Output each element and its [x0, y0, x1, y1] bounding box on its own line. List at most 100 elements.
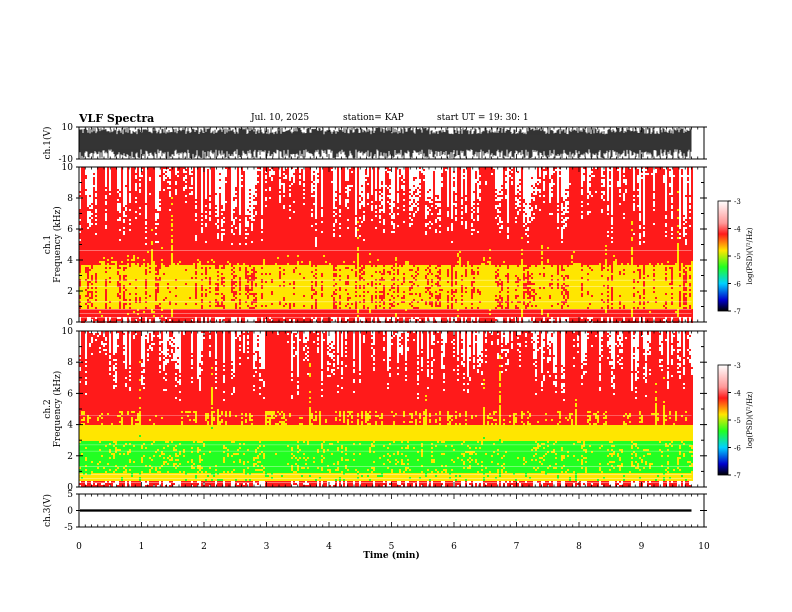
- ch1-spectrogram-cells: [159, 269, 161, 307]
- ch2-spectrogram-cells: [357, 413, 359, 481]
- ch2-spectrogram-cells: [151, 331, 153, 349]
- ch2-spectrogram-cells: [89, 333, 91, 487]
- ch1-spectrogram-cells: [107, 259, 109, 309]
- ch2-spectrogram-cells: [425, 441, 427, 477]
- ch2-spectrogram-cells: [195, 331, 197, 487]
- ch2-spectrogram-cells: [591, 441, 593, 473]
- ch1-spectrogram-cells: [99, 261, 101, 313]
- ch1-spectrogram-cells: [539, 265, 541, 309]
- ch2-spectrogram-cells: [185, 331, 187, 487]
- ch1-spectrogram-cells: [289, 265, 291, 303]
- ch2-colorbar-label: log(PSD)(V²/Hz): [746, 391, 754, 448]
- ch1-spectrogram-cells: [515, 195, 517, 317]
- ch2-spectrogram-cells: [301, 417, 303, 481]
- ch1-spectrogram-cells: [89, 195, 91, 317]
- ch2-spectrogram-cells: [105, 441, 107, 471]
- ch2-spectrogram-cells: [399, 441, 401, 469]
- ch1-spectrogram-cells: [313, 173, 315, 183]
- ch2-spectrogram-cells: [451, 341, 453, 343]
- ch1-spectrogram-cells: [317, 173, 319, 323]
- ch2-spectrogram-cells: [241, 441, 243, 473]
- ch2-spectrogram-cells: [633, 331, 635, 483]
- ch2-spectrogram-cells: [309, 363, 311, 481]
- ch1-spectrogram-cells: [351, 167, 353, 323]
- ch2-spectrogram-cells: [457, 331, 459, 487]
- ch1-spectrogram-cells: [193, 263, 195, 309]
- ch1-spectrogram-cells: [433, 265, 435, 309]
- ch1-spectrogram-cells: [455, 193, 457, 323]
- ch2-spectrogram-cells: [367, 441, 369, 477]
- ch1-spectrogram-cells: [291, 169, 293, 177]
- ch1-spectrogram-cells: [447, 265, 449, 305]
- ch1-spectrogram-cells: [671, 265, 673, 309]
- ch1-spectrogram-cells: [493, 169, 495, 323]
- ch2-spectrogram-cells: [495, 411, 497, 481]
- ch2-spectrogram-cells: [355, 425, 357, 481]
- ch2-spectrogram-cells: [515, 413, 517, 479]
- ch1-spectrogram-cells: [405, 167, 407, 323]
- ch2-spectrogram-cells: [663, 441, 665, 481]
- ch1-spectrogram-cells: [587, 267, 589, 307]
- ch1-spectrogram-cells: [577, 263, 579, 309]
- ch1-spectrogram-cells: [533, 265, 535, 309]
- ch2-spectrogram-cells: [679, 425, 681, 481]
- ch1-spectrogram-cells: [687, 265, 689, 309]
- ch1-spectrogram-cells: [411, 167, 413, 221]
- ch1-spectrogram-cells: [397, 191, 399, 321]
- ch2-spectrogram-cells: [215, 441, 217, 473]
- ch2-spectrogram-cells: [199, 443, 201, 473]
- ch1-spectrogram-cells: [195, 167, 197, 241]
- ch2-spectrogram-cells: [409, 441, 411, 479]
- ch2-spectrogram-cells: [615, 425, 617, 481]
- ch2-spectrogram-cells: [439, 441, 441, 473]
- ch2-spectrogram-cells: [581, 333, 583, 483]
- ch1-spectrogram-cells: [105, 167, 107, 321]
- ch2-spectrogram-cells: [527, 441, 529, 473]
- ch2-spectrogram-cells: [553, 441, 555, 473]
- ch2-spectrogram-cells: [127, 331, 129, 487]
- ch2-spectrogram-cells: [369, 411, 371, 479]
- ch2-spectrogram-cells: [619, 441, 621, 473]
- ch1-spectrogram-cells: [135, 265, 137, 309]
- ch1-spectrogram-cells: [385, 265, 387, 309]
- ch1-spectrogram-cells: [431, 265, 433, 309]
- ch1-spectrogram-cells: [691, 261, 693, 309]
- ch2-spectrogram-cells: [327, 331, 329, 487]
- ch1-spectrogram-cells: [167, 267, 169, 309]
- ch1-spectrogram-cells: [255, 265, 257, 309]
- ch2-spectrogram-cells: [359, 335, 361, 487]
- ch2-spectrogram-cells: [91, 441, 93, 471]
- ch2-spectrogram-cells: [627, 441, 629, 473]
- ch2-spectrogram-cells: [495, 441, 497, 479]
- ch2-spectrogram-cells: [437, 425, 439, 481]
- ch1-spectrogram-cells: [217, 217, 219, 317]
- ch1-spectrogram-cells: [505, 167, 507, 323]
- ch2-spectrogram-cells: [133, 411, 135, 481]
- ch3-waveform-ytick-label: 5: [67, 490, 73, 500]
- ch2-spectrogram-cells: [527, 331, 529, 487]
- ch1-spectrogram-cells: [441, 265, 443, 309]
- ch1-spectrogram-cells: [235, 265, 237, 303]
- ch2-spectrogram-cells: [665, 415, 667, 481]
- ch2-spectrogram-cells: [459, 441, 461, 477]
- ch2-spectrogram-cells: [691, 441, 693, 471]
- ch2-spectrogram-cells: [239, 349, 241, 365]
- ch2-spectrogram-cells: [487, 415, 489, 481]
- ch1-spectrogram-cells: [647, 265, 649, 309]
- ch1-spectrogram-cells: [615, 259, 617, 309]
- ch1-spectrogram-cells: [307, 265, 309, 309]
- ch2-spectrogram-cells: [629, 331, 631, 487]
- ch2-spectrogram-cells: [587, 331, 589, 487]
- ch2-spectrogram-cells: [113, 331, 115, 487]
- ch2-spectrogram-cells: [609, 335, 611, 487]
- ch3-waveform-trace: [80, 509, 692, 512]
- ch2-spectrogram-cells: [441, 331, 443, 369]
- ch2-spectrogram-cells: [295, 441, 297, 471]
- ch2-spectrogram-cells: [673, 423, 675, 481]
- ch2-spectrogram-cells: [603, 331, 605, 487]
- ch2-spectrogram-cells: [171, 337, 173, 353]
- ch1-spectrogram-cells: [161, 247, 163, 317]
- ch2-spectrogram-cells: [635, 371, 637, 425]
- ch2-spectrogram-cells: [197, 337, 199, 377]
